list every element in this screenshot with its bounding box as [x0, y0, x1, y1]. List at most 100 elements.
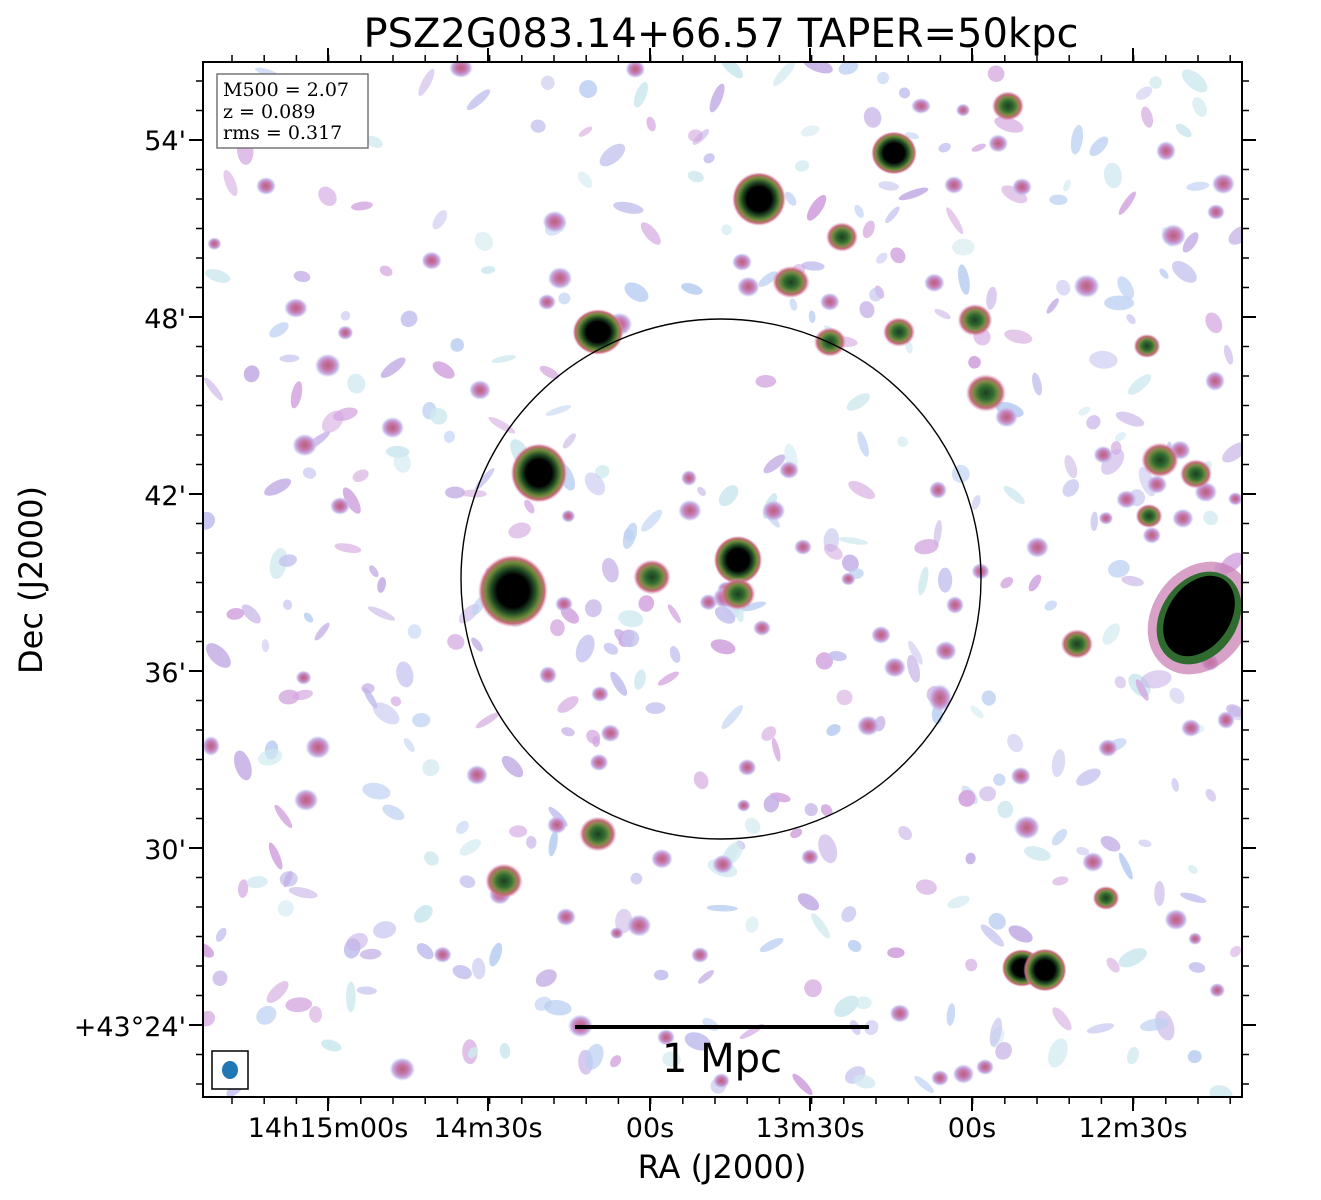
noise-blob	[897, 436, 908, 448]
noise-blob	[205, 268, 231, 283]
noise-blob	[243, 365, 260, 383]
noise-blob	[855, 996, 872, 1010]
x-axis-label: RA (J2000)	[638, 1148, 807, 1186]
noise-blob	[988, 912, 1006, 930]
noise-blob	[558, 292, 571, 305]
noise-blob	[1138, 839, 1152, 848]
noise-blob	[212, 970, 228, 987]
compact-source	[579, 816, 617, 852]
noise-blob	[356, 986, 377, 995]
faint-source	[609, 926, 624, 940]
noise-blob	[622, 522, 638, 549]
faint-source	[591, 686, 609, 702]
faint-source	[681, 470, 697, 486]
faint-source	[556, 908, 576, 926]
noise-blob	[1100, 836, 1121, 852]
noise-blob	[424, 851, 439, 866]
noise-blob	[933, 520, 942, 546]
noise-blob	[808, 310, 816, 324]
noise-blob	[1175, 123, 1192, 138]
noise-blob	[545, 405, 572, 416]
noise-blob	[362, 782, 391, 800]
image-background	[203, 62, 1242, 1097]
noise-blob	[430, 407, 448, 425]
noise-blob	[450, 338, 464, 352]
faint-source	[657, 1029, 675, 1046]
noise-blob	[624, 282, 649, 302]
noise-blob	[1171, 261, 1197, 283]
noise-blob	[1140, 670, 1172, 689]
noise-blob	[302, 467, 317, 479]
noise-blob	[346, 932, 368, 951]
faint-source	[1116, 490, 1137, 509]
noise-blob	[818, 834, 838, 864]
noise-blob	[456, 820, 469, 834]
noise-blob	[1223, 344, 1234, 365]
noise-blob	[290, 381, 303, 409]
noise-blob	[347, 373, 366, 394]
noise-blob	[293, 270, 311, 283]
noise-blob	[1139, 1018, 1169, 1032]
noise-blob	[841, 906, 857, 923]
noise-blob	[303, 612, 314, 623]
noise-blob	[1070, 124, 1084, 155]
noise-blob	[400, 310, 418, 328]
noise-blob	[1104, 295, 1135, 311]
noise-blob	[333, 407, 358, 422]
noise-blob	[274, 804, 293, 829]
noise-blob	[508, 522, 531, 539]
noise-blob	[1222, 442, 1242, 463]
faint-source	[712, 854, 734, 875]
noise-blob	[745, 916, 759, 933]
noise-blob	[584, 599, 602, 618]
faint-source	[1188, 932, 1202, 945]
noise-blob	[847, 939, 862, 953]
noise-blob	[467, 1047, 479, 1059]
noise-blob	[887, 947, 905, 959]
noise-blob	[413, 904, 433, 923]
noise-blob	[557, 696, 579, 713]
noise-blob	[693, 771, 709, 790]
noise-blob	[372, 702, 400, 725]
noise-blob	[407, 624, 422, 639]
noise-blob	[641, 509, 663, 532]
faint-source	[976, 1059, 994, 1075]
noise-blob	[908, 640, 923, 665]
noise-blob	[970, 705, 984, 719]
faint-source	[1082, 852, 1104, 872]
noise-blob	[1056, 279, 1071, 296]
ra-tick-label: 00s	[626, 1113, 674, 1144]
noise-blob	[278, 554, 297, 567]
noise-blob	[789, 298, 798, 311]
noise-blob	[481, 266, 496, 274]
noise-blob	[698, 970, 714, 984]
noise-blob	[981, 690, 996, 706]
noise-blob	[599, 143, 626, 167]
noise-blob	[993, 773, 1006, 786]
noise-blob	[790, 828, 803, 839]
noise-blob	[491, 355, 516, 363]
noise-blob	[1063, 179, 1071, 192]
faint-source	[1093, 445, 1114, 464]
faint-source	[1205, 371, 1225, 391]
noise-blob	[203, 1010, 216, 1027]
noise-blob	[657, 671, 680, 686]
noise-blob	[1188, 962, 1206, 973]
dec-tick-label: 48'	[144, 304, 186, 335]
noise-blob	[288, 887, 318, 899]
noise-blob	[535, 969, 557, 987]
faint-source	[1142, 526, 1162, 544]
noise-blob	[1102, 623, 1120, 645]
noise-blob	[771, 737, 781, 762]
noise-blob	[863, 107, 882, 128]
noise-blob	[800, 125, 820, 137]
noise-blob	[1114, 676, 1127, 689]
faint-source	[779, 461, 799, 479]
noise-blob	[1106, 957, 1120, 973]
noise-blob	[1209, 1085, 1233, 1097]
compact-source	[1135, 503, 1163, 529]
noise-blob	[710, 639, 736, 655]
noise-blob	[283, 599, 293, 610]
noise-blob	[380, 357, 406, 378]
